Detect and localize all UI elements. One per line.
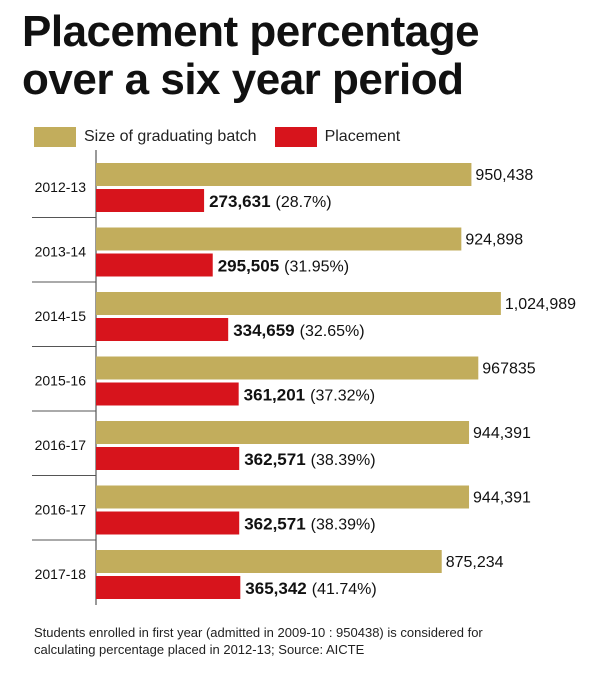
placement-value-label: 334,659 (32.65%) <box>233 321 364 340</box>
legend-label-batch: Size of graduating batch <box>84 128 257 145</box>
placement-percent: (31.95%) <box>284 259 349 276</box>
placement-bar <box>96 382 239 406</box>
category-label: 2016-17 <box>35 502 87 518</box>
placement-bar <box>96 511 240 535</box>
batch-value-label: 1,024,989 <box>505 296 576 313</box>
placement-percent: (38.39%) <box>311 452 376 469</box>
placement-value-label: 362,571 (38.39%) <box>244 515 375 534</box>
placement-count: 295,505 <box>218 257 279 276</box>
placement-count: 362,571 <box>244 450 305 469</box>
placement-bar <box>96 318 229 341</box>
placement-count: 365,342 <box>245 579 306 598</box>
batch-bar <box>96 227 462 251</box>
legend-item-batch: Size of graduating batch <box>34 127 257 147</box>
category-label: 2016-17 <box>35 437 87 453</box>
category-label: 2015-16 <box>35 373 87 389</box>
bar-chart: 2012-13 950,438 273,631 (28.7%) 2013-14 924,8… <box>32 150 576 605</box>
footnote-line-1: Students enrolled in first year (admitte… <box>34 625 483 640</box>
category-label: 2013-14 <box>35 244 87 260</box>
category-label: 2017-18 <box>35 566 87 582</box>
legend: Size of graduating batch Placement <box>34 126 418 148</box>
footnote-line-2: calculating percentage placed in 2012-13… <box>34 642 365 657</box>
chart-title-line-2: over a six year period <box>22 55 464 104</box>
batch-value-label: 944,391 <box>473 490 531 507</box>
placement-percent: (38.39%) <box>311 517 376 534</box>
placement-value-label: 295,505 (31.95%) <box>218 257 349 276</box>
batch-value-label: 924,898 <box>465 232 523 249</box>
placement-count: 361,201 <box>244 386 305 405</box>
placement-value-label: 361,201 (37.32%) <box>244 386 375 405</box>
category-label: 2012-13 <box>35 179 87 195</box>
footnote: Students enrolled in first year (admitte… <box>34 624 594 658</box>
batch-value-label: 950,438 <box>475 167 533 184</box>
batch-bar <box>96 485 470 509</box>
placement-value-label: 362,571 (38.39%) <box>244 450 375 469</box>
placement-count: 362,571 <box>244 515 305 534</box>
chart-title-line-1: Placement percentage <box>22 7 480 56</box>
legend-item-placement: Placement <box>274 127 401 147</box>
placement-bar <box>96 447 240 470</box>
category-label: 2014-15 <box>35 308 87 324</box>
batch-value-label: 944,391 <box>473 425 531 442</box>
chart-title: Placement percentage over a six year per… <box>22 8 582 104</box>
placement-count: 334,659 <box>233 321 294 340</box>
placement-percent: (41.74%) <box>312 581 377 598</box>
placement-count: 273,631 <box>209 192 270 211</box>
placement-percent: (28.7%) <box>276 194 332 211</box>
placement-value-label: 365,342 (41.74%) <box>245 579 376 598</box>
batch-value-label: 875,234 <box>446 554 504 571</box>
batch-bar <box>96 421 470 444</box>
legend-swatch-placement <box>274 127 317 147</box>
placement-percent: (32.65%) <box>300 323 365 340</box>
placement-bar <box>96 576 241 599</box>
batch-value-label: 967835 <box>482 361 535 378</box>
placement-value-label: 273,631 (28.7%) <box>209 192 331 211</box>
placement-bar <box>96 253 213 277</box>
batch-bar <box>96 356 479 380</box>
legend-label-placement: Placement <box>324 128 401 145</box>
batch-bar <box>96 292 501 315</box>
placement-bar <box>96 189 205 212</box>
legend-swatch-batch <box>34 127 76 147</box>
batch-bar <box>96 550 442 573</box>
placement-percent: (37.32%) <box>310 388 375 405</box>
batch-bar <box>96 163 472 186</box>
